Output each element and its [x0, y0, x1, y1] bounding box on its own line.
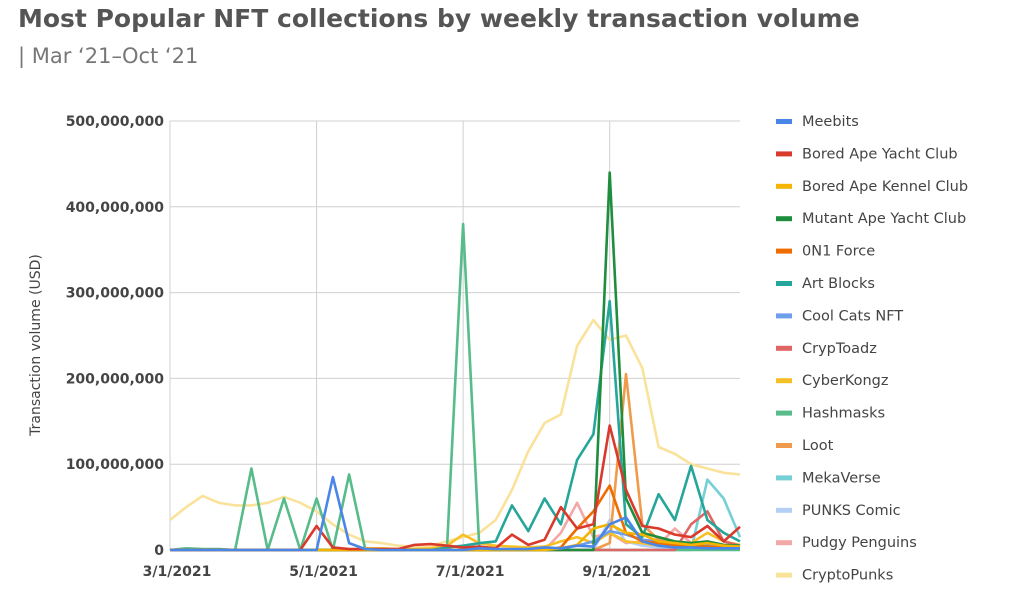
legend-swatch	[776, 183, 792, 189]
chart-title: Most Popular NFT collections by weekly t…	[18, 4, 860, 33]
series-line-cryptopunks	[169, 318, 741, 548]
y-axis-label: Transaction volume (USD)	[28, 254, 44, 437]
legend-entry: Cool Cats NFT	[802, 308, 903, 324]
y-tick-label: 400,000,000	[66, 200, 165, 216]
legend-entry: Mutant Ape Yacht Club	[802, 211, 966, 227]
legend-swatch	[776, 540, 792, 546]
y-tick-label: 500,000,000	[66, 114, 165, 130]
legend-entry: CyberKongz	[802, 373, 888, 389]
x-tick-label: 3/1/2021	[143, 564, 212, 580]
legend: Meebits Bored Ape Yacht Club Bored Ape Ken…	[776, 114, 968, 584]
legend-swatch	[776, 475, 792, 481]
legend-swatch	[776, 345, 792, 351]
legend-swatch	[776, 248, 792, 254]
legend-swatch	[776, 281, 792, 286]
legend-entry: CrypToadz	[802, 341, 877, 357]
legend-swatch	[776, 507, 792, 513]
legend-swatch	[776, 572, 792, 578]
y-tick-label: 200,000,000	[66, 371, 165, 387]
series-line-hashmasks	[169, 222, 740, 552]
x-axis-ticks: 3/1/2021 5/1/2021 7/1/2021 9/1/2021	[143, 564, 651, 580]
x-tick-label: 7/1/2021	[436, 564, 505, 580]
x-tick-label: 9/1/2021	[582, 564, 651, 580]
legend-swatch	[776, 313, 792, 319]
series-lines	[169, 171, 742, 552]
legend-entry: Art Blocks	[802, 276, 875, 292]
legend-entry: Hashmasks	[802, 406, 885, 422]
legend-swatch	[776, 216, 792, 222]
chart-subtitle: | Mar ‘21–Oct ‘21	[18, 44, 199, 68]
legend-entry: Pudgy Penguins	[802, 535, 917, 551]
legend-entry: PUNKS Comic	[802, 503, 901, 519]
legend-swatch	[776, 443, 792, 448]
legend-swatch	[776, 119, 792, 124]
legend-swatch	[776, 151, 792, 157]
x-tick-label: 5/1/2021	[289, 564, 358, 580]
legend-entry: CryptoPunks	[802, 568, 893, 584]
legend-entry: 0N1 Force	[802, 244, 875, 260]
legend-swatch	[776, 410, 792, 416]
legend-entry: MekaVerse	[802, 470, 881, 486]
y-tick-label: 0	[154, 543, 164, 559]
legend-entry: Bored Ape Yacht Club	[802, 146, 958, 162]
legend-entry: Meebits	[802, 114, 859, 130]
series-line-meebits	[170, 475, 740, 552]
legend-swatch	[776, 378, 792, 384]
legend-entry: Loot	[802, 438, 834, 454]
y-axis-ticks: 0 100,000,000 200,000,000 300,000,000 400,00…	[66, 114, 165, 559]
y-tick-label: 300,000,000	[66, 286, 165, 302]
legend-entry: Bored Ape Kennel Club	[802, 179, 968, 195]
y-tick-label: 100,000,000	[66, 457, 165, 473]
